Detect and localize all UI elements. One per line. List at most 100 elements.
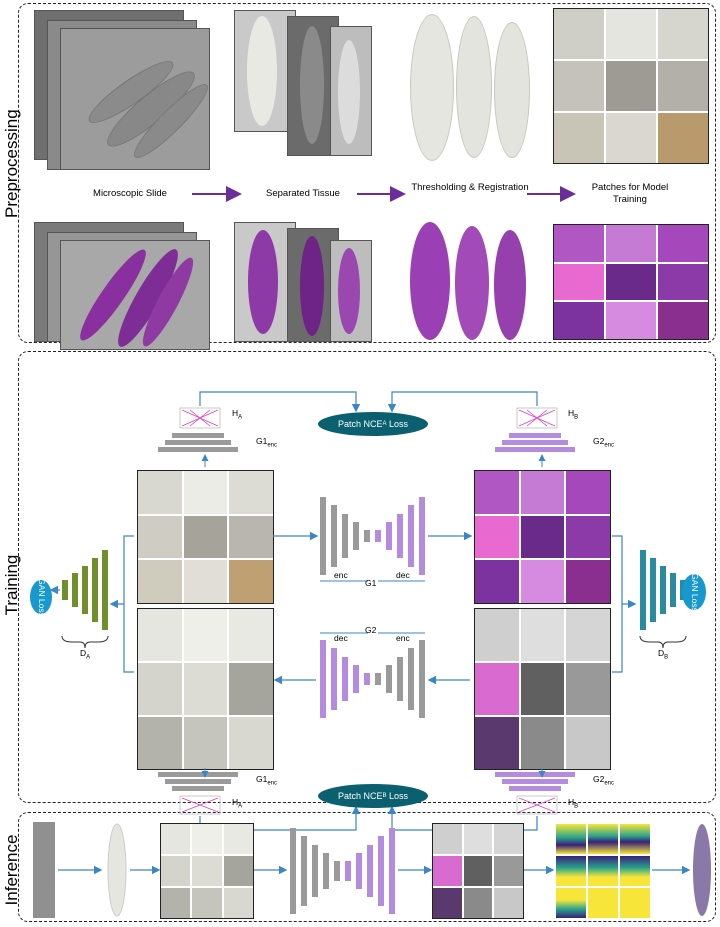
patch [566,515,610,559]
projection-head-hb-top [516,407,558,429]
discriminator-da [62,550,108,630]
patch [161,824,191,854]
patch [475,663,519,715]
flow-arrow [612,604,623,673]
encoder-g2-bottom [495,772,575,791]
patch [494,824,523,854]
heatmap-cell [620,856,650,886]
patch [223,856,253,886]
projection-head-ha-bottom [179,795,221,815]
label-g1enc-top: G1enc [256,436,278,449]
patch [138,471,182,514]
patch [566,663,610,715]
encoder-g2-top [495,433,575,452]
tissue-outline [338,40,360,144]
tissue-outline [247,16,277,126]
patch [554,302,604,339]
patch [554,113,604,163]
thresholded-tissue-3 [494,22,530,158]
label-g2enc-bottom: G2enc [593,774,615,787]
patch [606,263,656,301]
patch [229,560,273,603]
thresholded-tissue-2 [456,16,492,158]
patch [606,302,656,339]
discriminator-db [640,550,686,630]
patch [554,263,604,301]
patch [192,888,222,918]
patch [183,515,228,559]
patch-nce-b-loss-word: Loss [386,791,409,801]
patch-nce-a-sub: A [382,421,387,427]
inference-input-slide [33,822,55,918]
caption-patches: Patches for Model Training [591,182,669,205]
domain-b-patches-bottom [474,608,611,770]
generator-g1 [320,497,425,575]
patch [554,225,604,262]
patch-nce-b-loss: Patch NCE B Loss [318,784,428,808]
tissue-outline [300,26,324,144]
flow-arrow [109,535,134,609]
projection-head-ha-top [179,407,221,429]
patch [433,824,462,854]
nce-a-line-left [199,391,361,413]
heatmap-cell [556,824,586,854]
patch [520,515,565,559]
patch [223,888,253,918]
heatmap-cell [588,824,618,854]
patch-nce-a-loss: Patch NCE A Loss [318,412,428,436]
heatmap-cell [556,888,586,918]
label-g2: G2 [365,625,377,635]
patch-nce-b-sub: B [382,793,387,799]
encoder-g1-bottom [158,772,238,791]
patch [606,113,656,163]
domain-a-patches-top [137,470,274,604]
thresholded-tissue-he-3 [494,230,526,340]
gan-loss-left-text: GAN Loss [36,577,47,617]
patch [520,560,565,603]
heatmap-cell [620,824,650,854]
gan-loss-left: GAN Loss [30,577,52,617]
patch [475,717,519,769]
patch [566,471,610,514]
patch [566,560,610,603]
patch [463,824,493,854]
label-hb-top: HB [568,408,579,421]
patch-nce-b-text: Patch NCE [337,791,383,801]
encoder-g1-top [158,433,238,452]
flow-arrow [123,604,134,673]
inference-output-patches [432,823,524,919]
label-ha-bottom: HA [232,797,243,810]
patch [161,888,191,918]
generator-g2 [320,640,425,718]
domain-a-patches-bottom [137,608,274,770]
patch [475,609,519,661]
projection-head-hb-bottom [516,795,558,815]
heatmap-cell [588,856,618,886]
nce-a-line-right [387,391,538,413]
patch [520,609,565,661]
brace-da [61,635,109,649]
patches-unstained [553,8,709,164]
patch-nce-a-loss-word: Loss [386,419,409,429]
brace-db [639,635,687,649]
label-g1enc-bottom: G1enc [256,774,278,787]
patch [494,856,523,886]
inference-section [18,812,716,922]
label-g1: G1 [365,578,377,588]
patch [520,471,565,514]
domain-b-patches-top [474,470,611,604]
label-enc-g2: enc [396,633,410,643]
patch [161,856,191,886]
patch [192,824,222,854]
patch [554,9,604,59]
patch [520,663,565,715]
inference-input-tissue [107,823,127,917]
label-da: DA [80,648,91,661]
patch [229,471,273,514]
gan-loss-right: GAN Loss [682,573,706,611]
tissue-he [248,230,278,334]
patch [138,560,182,603]
heatmap-cell [588,888,618,918]
patch [658,113,708,163]
